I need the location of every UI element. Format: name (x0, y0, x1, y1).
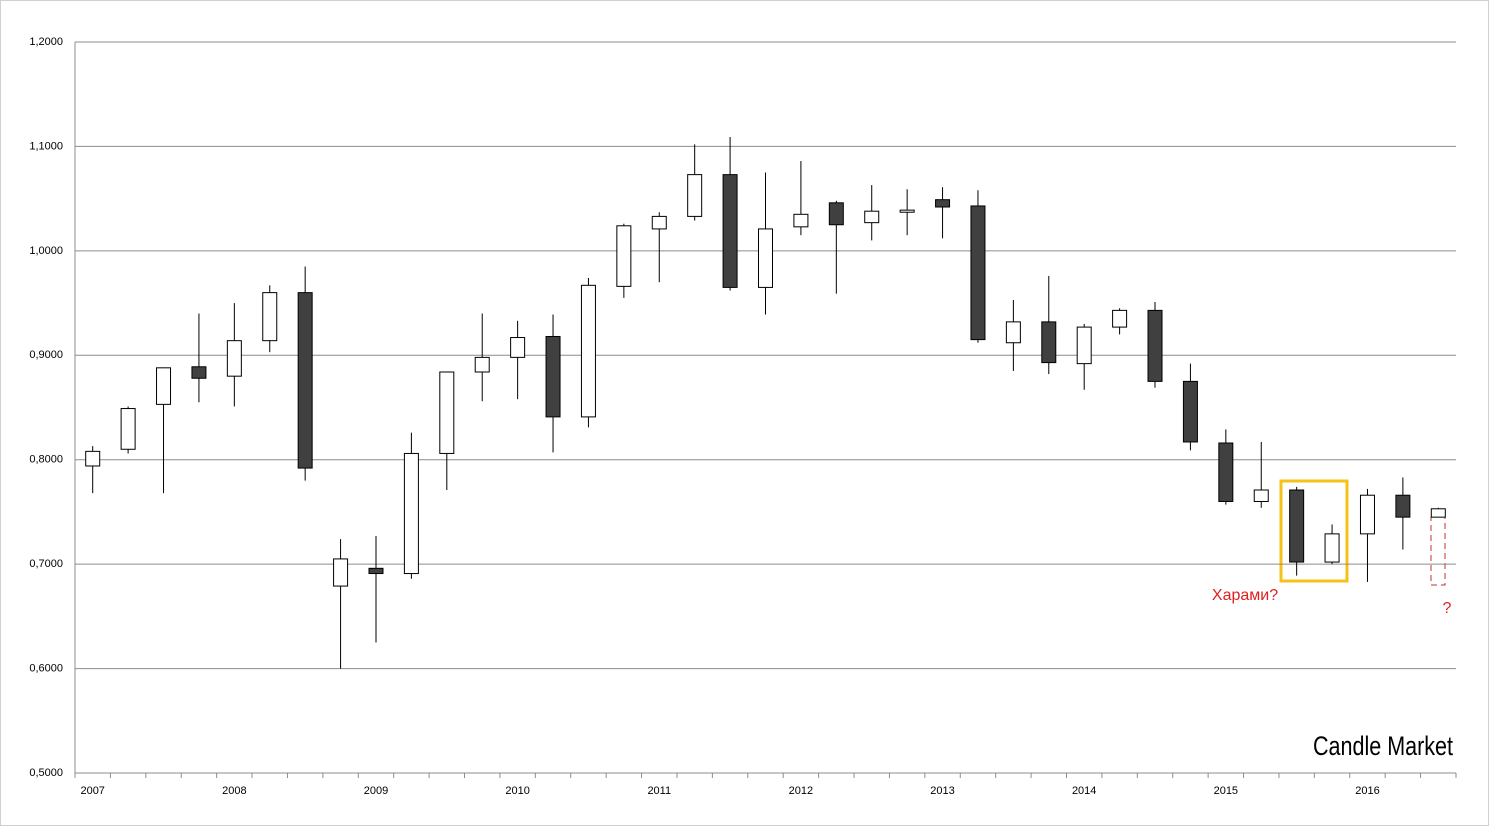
y-tick-label: 1,2000 (29, 36, 63, 48)
x-tick-label: 2014 (1072, 785, 1096, 797)
candle-body (226, 340, 242, 377)
y-tick-label: 0,6000 (29, 662, 63, 674)
candle-body (1112, 309, 1128, 328)
candle-body (580, 284, 596, 418)
candle-body (85, 450, 101, 467)
candle-body (510, 337, 526, 358)
candle-body (899, 209, 915, 213)
y-tick-label: 1,0000 (29, 245, 63, 257)
candle-body (1324, 533, 1340, 563)
candle-body (191, 366, 207, 379)
candle-body (651, 215, 667, 230)
candle-body (368, 567, 384, 575)
candle-body (545, 335, 561, 418)
candle-body (156, 367, 172, 405)
candle-body (793, 213, 809, 228)
candle-body (120, 408, 136, 450)
candle-body (1289, 489, 1305, 563)
candle-body (1005, 321, 1021, 344)
annotation: Харами? (1212, 587, 1278, 604)
annotation: ? (1443, 600, 1452, 617)
candle-body (297, 292, 313, 469)
candle-body (439, 371, 455, 454)
highlight-box (1279, 479, 1349, 583)
y-tick-label: 1,1000 (29, 140, 63, 152)
candle-body (262, 292, 278, 342)
projection-box (1430, 516, 1446, 586)
candle-body (864, 210, 880, 224)
candle-body (1147, 309, 1163, 382)
x-tick-label: 2009 (364, 785, 388, 797)
candle-body (403, 452, 419, 575)
y-tick-label: 0,8000 (29, 454, 63, 466)
candle-body (333, 558, 349, 587)
y-tick-label: 0,5000 (29, 767, 63, 779)
x-tick-label: 2015 (1214, 785, 1238, 797)
y-tick-label: 0,9000 (29, 349, 63, 361)
candle-body (970, 205, 986, 341)
x-tick-label: 2010 (505, 785, 529, 797)
candle-body (1430, 508, 1446, 518)
candle-body (828, 202, 844, 226)
x-tick-label: 2007 (80, 785, 104, 797)
x-tick-label: 2008 (222, 785, 246, 797)
x-tick-label: 2016 (1355, 785, 1379, 797)
candle-body (687, 174, 703, 217)
candle-body (722, 174, 738, 288)
candle-body (1076, 326, 1092, 365)
candle-body (616, 225, 632, 287)
candle-body (1253, 489, 1269, 502)
candle-body (1359, 494, 1375, 535)
x-tick-label: 2011 (647, 785, 671, 797)
y-tick-label: 0,7000 (29, 558, 63, 570)
candle-body (935, 199, 951, 208)
candle-body (1041, 321, 1057, 364)
candle-body (1395, 494, 1411, 518)
x-tick-label: 2012 (789, 785, 813, 797)
candle-body (758, 228, 773, 288)
candle-body (1218, 442, 1234, 502)
candle-body (1182, 380, 1198, 443)
x-tick-label: 2013 (930, 785, 954, 797)
watermark: Candle Market (1313, 731, 1453, 761)
candle-body (474, 356, 490, 373)
